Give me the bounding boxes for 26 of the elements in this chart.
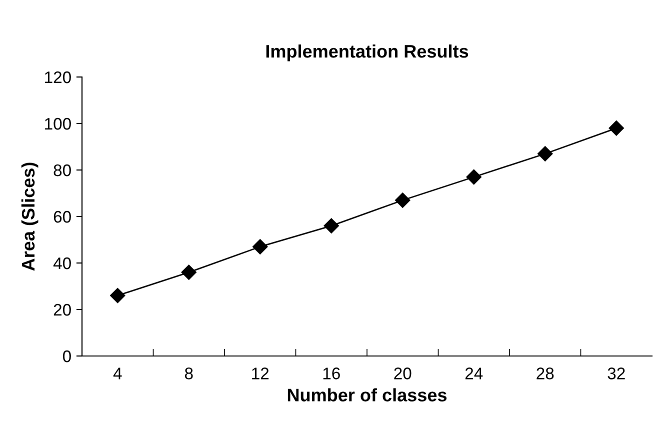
y-tick-label: 120 [45, 71, 71, 84]
x-tick-label: 4 [113, 368, 122, 380]
x-tick-label: 20 [394, 368, 412, 380]
point [110, 288, 126, 304]
x-tick-label: 32 [608, 368, 625, 380]
x-tick-label: 28 [536, 368, 554, 380]
point [252, 239, 268, 254]
x-tick-label: 12 [252, 368, 269, 380]
point [395, 192, 410, 208]
point [324, 218, 339, 234]
x-tick-label: 24 [465, 368, 483, 380]
y-tick-label: 40 [53, 257, 71, 270]
x-tick-label: 8 [184, 368, 193, 380]
y-tick-label: 0 [62, 350, 71, 362]
x-axis-title: Number of classes [288, 388, 447, 402]
y-tick-label: 60 [54, 210, 71, 223]
y-axis-title: Area (Slices) [21, 162, 38, 271]
chart-title: Implementation Results [266, 44, 468, 62]
point [538, 146, 553, 162]
point [608, 120, 624, 136]
y-tick-label: 100 [45, 118, 71, 130]
y-tick-label: 80 [54, 164, 71, 176]
y-tick-label: 20 [54, 304, 71, 316]
point [466, 169, 482, 185]
point [181, 264, 196, 280]
x-tick-label: 16 [323, 368, 340, 380]
